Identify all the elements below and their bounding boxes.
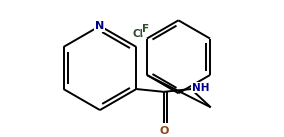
Text: F: F [142, 24, 149, 34]
Text: Cl: Cl [132, 29, 143, 39]
Text: NH: NH [192, 83, 209, 93]
Text: N: N [95, 21, 105, 31]
Text: O: O [159, 126, 168, 136]
